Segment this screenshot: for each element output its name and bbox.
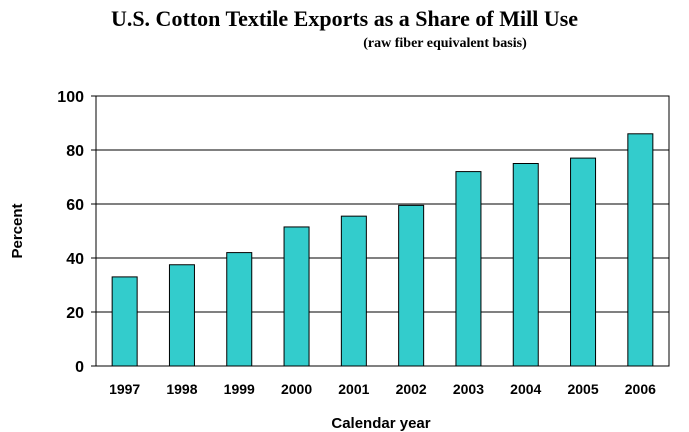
x-axis-label: Calendar year xyxy=(331,415,430,432)
bar-2003 xyxy=(455,171,482,367)
x-tick-label-1997: 1997 xyxy=(109,381,140,397)
x-tick-label-1998: 1998 xyxy=(166,381,197,397)
chart-subtitle: (raw fiber equivalent basis) xyxy=(363,36,527,51)
y-tick-label: 40 xyxy=(66,251,84,268)
x-tick-label-2000: 2000 xyxy=(281,381,312,397)
x-tick-label-2006: 2006 xyxy=(625,381,656,397)
y-tick-label: 100 xyxy=(57,89,84,106)
x-tick-label-2003: 2003 xyxy=(453,381,484,397)
y-tick-labels: 0 20 40 60 80 100 xyxy=(57,89,84,376)
x-tick-label-2005: 2005 xyxy=(567,381,598,397)
bar-2004 xyxy=(512,163,539,367)
y-tick-label: 60 xyxy=(66,197,84,214)
bar-1998 xyxy=(168,264,195,367)
bar-2002 xyxy=(398,204,425,367)
y-tick-label: 80 xyxy=(66,143,84,160)
x-tick-label-2002: 2002 xyxy=(396,381,427,397)
x-tick-label-2004: 2004 xyxy=(510,381,541,397)
plot-frame xyxy=(95,95,670,367)
y-axis-label: Percent xyxy=(9,203,26,258)
bar-2006 xyxy=(627,133,654,367)
tick-marks xyxy=(91,95,96,367)
y-tick-label: 20 xyxy=(66,305,84,322)
bar-1999 xyxy=(226,252,253,367)
x-tick-labels: 1997 1998 1999 2000 2001 2002 2003 2004 2005 2006 xyxy=(109,381,656,397)
bar-2001 xyxy=(340,215,367,367)
y-tick-label: 0 xyxy=(75,359,84,376)
bar-2000 xyxy=(283,226,310,367)
chart-title: U.S. Cotton Textile Exports as a Share o… xyxy=(110,6,579,31)
bars xyxy=(111,133,654,367)
bar-1997 xyxy=(111,276,138,367)
x-tick-label-1999: 1999 xyxy=(224,381,255,397)
x-tick-label-2001: 2001 xyxy=(338,381,369,397)
bar-2005 xyxy=(570,157,597,367)
